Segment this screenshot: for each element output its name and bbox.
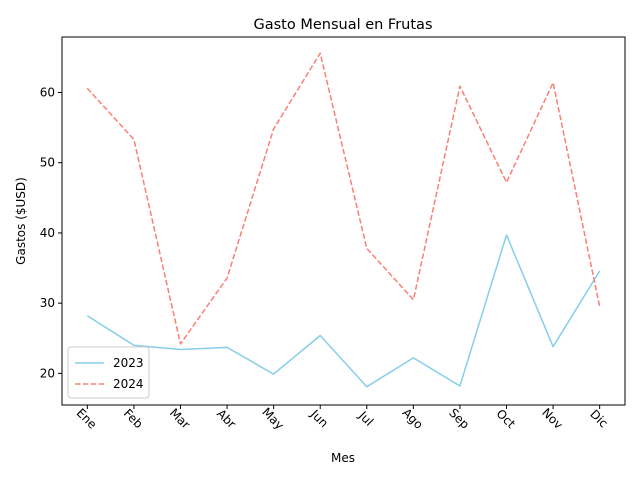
y-tick-label: 20 bbox=[40, 366, 55, 380]
plot-area bbox=[61, 36, 626, 406]
legend-label-2023: 2023 bbox=[113, 356, 144, 370]
x-tick-label: Ago bbox=[400, 406, 426, 432]
chart-title: Gasto Mensual en Frutas bbox=[253, 17, 432, 33]
legend-box bbox=[67, 346, 150, 399]
y-tick-label: 60 bbox=[40, 85, 55, 99]
y-axis: 20 30 40 50 60 bbox=[40, 85, 62, 380]
x-tick-label: Feb bbox=[121, 406, 146, 431]
y-tick-label: 40 bbox=[40, 226, 55, 240]
x-tick-label: May bbox=[259, 405, 286, 432]
x-axis: Ene Feb Mar Abr May Jun Jul Ago Sep Oct Nov Dic bbox=[74, 405, 611, 432]
x-tick-label: Mar bbox=[167, 406, 193, 432]
y-tick-label: 50 bbox=[40, 156, 55, 170]
series-group bbox=[86, 52, 601, 388]
y-axis-title: Gastos ($USD) bbox=[14, 177, 28, 265]
x-tick-label: Nov bbox=[539, 405, 565, 431]
legend: 2023 2024 bbox=[67, 346, 150, 399]
x-tick-label: Dic bbox=[587, 407, 610, 430]
x-tick-label: Sep bbox=[446, 406, 472, 432]
x-tick-label: Ene bbox=[74, 406, 100, 432]
series-line-2024 bbox=[86, 52, 601, 345]
legend-label-2024: 2024 bbox=[113, 377, 144, 391]
x-tick-label: Jun bbox=[307, 406, 331, 430]
plot-frame bbox=[61, 36, 626, 406]
x-tick-label: Oct bbox=[494, 406, 519, 431]
series-line-2023 bbox=[86, 234, 601, 388]
x-tick-label: Jul bbox=[355, 408, 376, 429]
y-tick-label: 30 bbox=[40, 296, 55, 310]
x-tick-label: Abr bbox=[214, 406, 239, 431]
x-axis-title: Mes bbox=[331, 451, 355, 465]
